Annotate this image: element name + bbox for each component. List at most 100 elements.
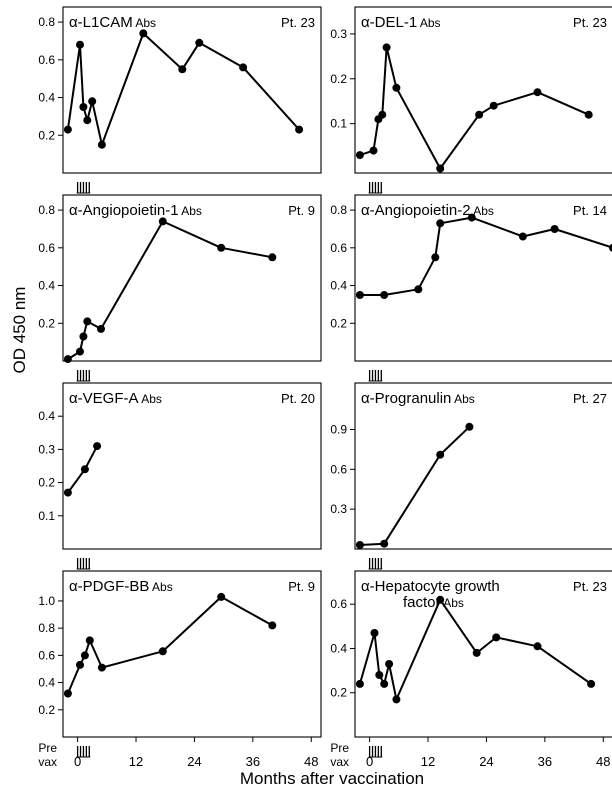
title-alpha: α- bbox=[361, 14, 375, 31]
title-alpha: α- bbox=[69, 390, 83, 407]
patient-label: Pt. 23 bbox=[281, 15, 315, 30]
panel-frame bbox=[62, 6, 322, 174]
title-suffix: Abs bbox=[441, 596, 464, 610]
y-tick-label: 0.6 bbox=[330, 597, 347, 611]
x-tick-label: 36 bbox=[246, 754, 260, 769]
data-point bbox=[355, 541, 364, 549]
data-point bbox=[380, 679, 389, 688]
panel-1: 0.2 0.4 0.6 0.8 α-L1CAM Abs Pt. 23 bbox=[38, 6, 322, 194]
panel-title: α-Angiopoietin-1 Abs bbox=[69, 202, 202, 219]
title-alpha: α- bbox=[69, 578, 83, 595]
panel-title: α-L1CAM Abs bbox=[69, 14, 156, 31]
patient-label: Pt. 9 bbox=[288, 203, 315, 218]
data-point bbox=[436, 595, 445, 604]
data-point bbox=[355, 291, 364, 299]
series-line bbox=[66, 595, 273, 694]
title-antigen: DEL-1 bbox=[375, 14, 418, 31]
y-axis-label: OD 450 nm bbox=[10, 287, 29, 374]
series-line bbox=[359, 216, 612, 296]
data-point bbox=[355, 151, 364, 160]
title-suffix: Abs bbox=[179, 204, 202, 218]
data-point bbox=[80, 465, 89, 474]
y-tick-label: 0.8 bbox=[38, 621, 55, 635]
x-tick-label: 24 bbox=[187, 754, 201, 769]
data-point bbox=[79, 332, 88, 341]
data-point bbox=[83, 317, 92, 326]
y-tick-label: 0.1 bbox=[330, 117, 347, 131]
data-point bbox=[295, 125, 304, 134]
data-point bbox=[431, 253, 440, 262]
title-suffix: Abs bbox=[471, 204, 494, 218]
panel-title-line2: factor Abs bbox=[403, 594, 464, 611]
y-tick-label: 0.6 bbox=[38, 241, 55, 255]
x-tick-label: 24 bbox=[479, 754, 493, 769]
data-point bbox=[63, 125, 72, 134]
panel-2: 0.1 0.2 0.3 α-DEL-1 Abs Pt. 23 bbox=[330, 6, 612, 194]
y-tick-label: 0.3 bbox=[330, 502, 347, 516]
data-point bbox=[268, 253, 277, 262]
y-tick-label: 0.4 bbox=[330, 641, 347, 655]
title-antigen: VEGF-A bbox=[83, 390, 139, 407]
patient-label: Pt. 23 bbox=[573, 15, 607, 30]
data-point bbox=[139, 29, 148, 38]
data-point bbox=[76, 660, 84, 669]
data-point bbox=[97, 324, 105, 333]
data-point bbox=[97, 140, 106, 149]
patient-label: Pt. 14 bbox=[573, 203, 607, 218]
data-point bbox=[63, 488, 72, 497]
y-tick-label: 0.8 bbox=[38, 203, 55, 217]
y-tick-label: 0.1 bbox=[38, 509, 55, 523]
title-suffix: Abs bbox=[417, 16, 440, 30]
title-suffix: Abs bbox=[451, 392, 474, 406]
panel-5: 0.1 0.2 0.3 0.4 α-VEGF-A Abs Pt. 20 bbox=[38, 382, 322, 570]
panel-3: 0.2 0.4 0.6 0.8 α-Angiopoietin-1 Abs Pt. 9 bbox=[38, 194, 322, 382]
data-point bbox=[465, 422, 474, 431]
panel-title: α-Hepatocyte growth bbox=[361, 578, 500, 595]
data-point bbox=[472, 648, 481, 657]
title-antigen-line2: factor bbox=[403, 594, 441, 611]
data-point bbox=[76, 40, 84, 49]
data-point bbox=[63, 689, 72, 698]
panel-4: 0.2 0.4 0.6 0.8 α-Angiopoietin-2 Abs Pt. 14 bbox=[330, 194, 612, 382]
series-line bbox=[359, 46, 590, 170]
data-point bbox=[369, 146, 378, 155]
y-tick-label: 0.2 bbox=[330, 686, 347, 700]
y-tick-label: 0.2 bbox=[38, 128, 55, 142]
y-tick-label: 0.4 bbox=[38, 91, 55, 105]
data-point bbox=[436, 164, 445, 173]
prevax-label-line2: vax bbox=[330, 755, 349, 769]
patient-label: Pt. 27 bbox=[573, 391, 607, 406]
data-point bbox=[492, 633, 501, 642]
data-point bbox=[88, 97, 97, 106]
panel-frame bbox=[354, 570, 612, 738]
y-tick-label: 0.6 bbox=[38, 648, 55, 662]
panel-title: α-Progranulin Abs bbox=[361, 390, 475, 407]
y-tick-label: 0.4 bbox=[330, 279, 347, 293]
y-tick-label: 0.3 bbox=[38, 442, 55, 456]
y-tick-label: 0.8 bbox=[330, 203, 347, 217]
data-point bbox=[370, 629, 379, 637]
x-tick-label: 0 bbox=[366, 754, 373, 769]
panel-6: 0.3 0.6 0.9 α-Progranulin Abs Pt. 27 bbox=[330, 382, 612, 570]
title-suffix: Abs bbox=[139, 392, 162, 406]
x-tick-label: 48 bbox=[304, 754, 318, 769]
data-point bbox=[436, 219, 445, 228]
data-point bbox=[80, 651, 89, 660]
prevax-label-line2: vax bbox=[38, 755, 57, 769]
x-tick-label: 48 bbox=[596, 754, 610, 769]
data-point bbox=[518, 232, 527, 241]
panel-title: α-Angiopoietin-2 Abs bbox=[361, 202, 494, 219]
data-point bbox=[97, 663, 106, 672]
data-point bbox=[489, 101, 498, 110]
data-point bbox=[392, 695, 401, 704]
title-antigen: Angiopoietin-1 bbox=[83, 202, 179, 219]
series-line bbox=[67, 220, 273, 360]
data-point bbox=[195, 38, 204, 47]
data-point bbox=[158, 217, 167, 226]
title-antigen: Angiopoietin-2 bbox=[375, 202, 471, 219]
data-point bbox=[609, 243, 612, 252]
panel-frame bbox=[62, 382, 322, 550]
data-point bbox=[239, 63, 248, 72]
panel-frame bbox=[62, 194, 322, 362]
title-antigen: Progranulin bbox=[375, 390, 452, 407]
